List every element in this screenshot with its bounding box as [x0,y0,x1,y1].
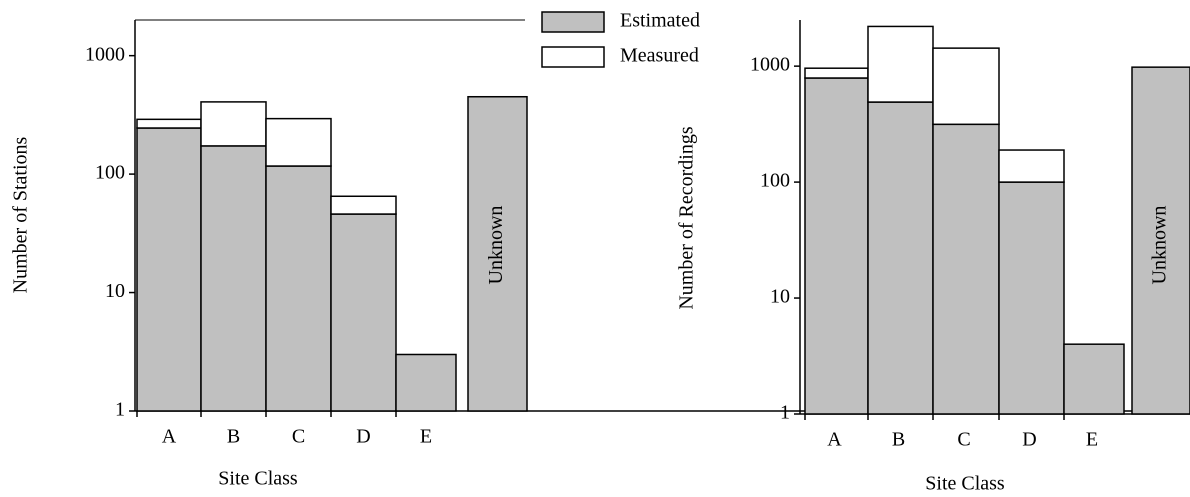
bar-segment [200,145,267,412]
bar-segment [330,195,397,215]
x-tick-label: D [1022,429,1036,451]
bar-segment [998,181,1065,415]
x-axis-title: Site Class [925,473,1005,495]
category-label: Unknown [1149,206,1171,285]
x-tick-label: C [957,429,970,451]
y-tick-label: 1 [115,399,125,421]
bar-segment [867,101,934,415]
y-axis-title: Number of Stations [10,136,32,293]
y-axis-title: Number of Recordings [676,126,698,310]
y-tick-label: 100 [760,170,790,192]
bar-segment [1131,66,1190,415]
y-tick-label: 10 [770,286,790,308]
x-axis-title: Site Class [218,468,298,490]
y-tick-label: 1 [780,402,790,424]
x-tick-label: E [1086,429,1098,451]
bar-segment [1063,343,1125,415]
bar-segment [200,101,267,147]
bar-segment [265,117,332,167]
x-tick-label: B [892,429,905,451]
x-tick-label: A [162,426,177,448]
y-tick-label: 1000 [750,54,790,76]
legend-label: Measured [620,45,699,67]
bar-segment [395,353,457,412]
bar-segment [467,95,528,412]
y-tick-label: 1000 [85,43,125,65]
bar-segment [136,118,202,129]
bar-segment [804,67,869,79]
bar-segment [265,165,332,412]
bar-segment [804,77,869,415]
legend-label: Estimated [620,10,700,32]
y-tick-label: 100 [95,162,125,184]
x-tick-label: D [356,426,370,448]
x-tick-label: E [420,426,432,448]
legend-swatch [541,11,605,33]
legend-swatch [541,46,605,68]
bar-segment [932,47,1000,126]
bar-segment [932,123,1000,415]
y-tick-label: 10 [105,280,125,302]
bar-segment [867,25,934,103]
category-label: Unknown [485,206,507,285]
x-tick-label: B [227,426,240,448]
bar-segment [330,213,397,412]
bar-segment [136,127,202,412]
x-tick-label: A [827,429,842,451]
bar-segment [998,149,1065,183]
x-tick-label: C [292,426,305,448]
